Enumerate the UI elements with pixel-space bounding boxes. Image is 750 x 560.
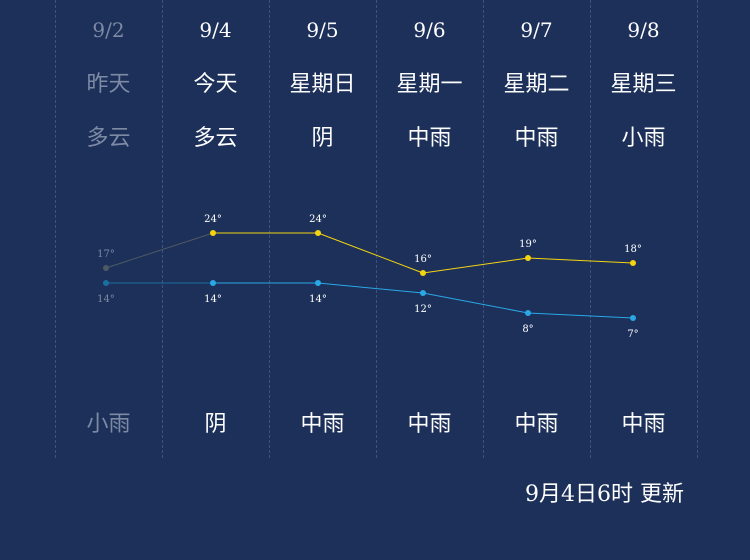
high-temp-label: 19°: [519, 239, 537, 250]
high-temp-label: 17°: [97, 249, 115, 260]
night-weather: 阴: [204, 412, 227, 437]
high-temp-point: [525, 255, 531, 261]
day-weather: 阴: [311, 126, 334, 151]
column-divider: [376, 0, 377, 458]
night-weather: 中雨: [300, 412, 345, 437]
high-temp-label: 18°: [624, 244, 642, 255]
low-temp-label: 14°: [97, 294, 115, 305]
high-temp-point: [315, 230, 321, 236]
day-weather: 多云: [86, 126, 131, 151]
low-temp-point: [315, 280, 321, 286]
day-date: 9/5: [306, 18, 339, 42]
day-weather: 中雨: [407, 126, 452, 151]
low-temp-label: 14°: [204, 294, 222, 305]
update-time: 9月4日6时 更新: [525, 482, 684, 507]
low-temp-label: 12°: [414, 304, 432, 315]
day-name: 昨天: [86, 72, 131, 97]
day-column: 9/6 星期一 中雨 中雨: [376, 0, 483, 458]
column-divider: [269, 0, 270, 458]
day-name: 星期二: [503, 72, 570, 97]
low-temp-label: 7°: [627, 329, 638, 340]
day-column: 9/4 今天多云阴: [162, 0, 269, 458]
day-column: 9/7 星期二 中雨 中雨: [483, 0, 590, 458]
night-weather: 中雨: [514, 412, 559, 437]
high-temp-line-segment: [422, 257, 529, 274]
day-column: 9/2 昨天多云小雨: [55, 0, 162, 458]
high-temp-point: [210, 230, 216, 236]
high-temp-line-segment: [105, 232, 214, 269]
low-temp-point: [210, 280, 216, 286]
day-date: 9/7: [520, 18, 553, 42]
day-weather: 多云: [193, 126, 238, 151]
column-divider: [483, 0, 484, 458]
low-temp-label: 14°: [309, 294, 327, 305]
day-weather: 中雨: [514, 126, 559, 151]
day-date: 9/6: [413, 18, 446, 42]
high-temp-line-segment: [527, 257, 634, 264]
day-name: 星期三: [610, 72, 677, 97]
day-date: 9/8: [627, 18, 660, 42]
low-temp-point: [630, 315, 636, 321]
column-divider: [55, 0, 56, 458]
high-temp-line-segment: [317, 232, 424, 274]
high-temp-label: 24°: [204, 214, 222, 225]
high-temp-label: 24°: [309, 214, 327, 225]
day-name: 今天: [193, 72, 238, 97]
day-date: 9/4: [199, 18, 232, 42]
night-weather: 中雨: [407, 412, 452, 437]
column-divider: [162, 0, 163, 458]
low-temp-point: [103, 280, 109, 286]
night-weather: 中雨: [621, 412, 666, 437]
day-column: 9/8 星期三小雨中雨: [590, 0, 697, 458]
low-temp-label: 8°: [522, 324, 533, 335]
low-temp-point: [420, 290, 426, 296]
high-temp-point: [103, 265, 109, 271]
night-weather: 小雨: [86, 412, 131, 437]
high-temp-point: [630, 260, 636, 266]
day-name: 星期日: [289, 72, 356, 97]
day-column: 9/5 星期日阴中雨: [269, 0, 376, 458]
low-temp-line-segment: [422, 292, 529, 314]
high-temp-label: 16°: [414, 254, 432, 265]
day-date: 9/2: [92, 18, 125, 42]
column-divider: [590, 0, 591, 458]
day-name: 星期一: [396, 72, 463, 97]
column-divider: [697, 0, 698, 458]
low-temp-line-segment: [527, 312, 634, 319]
day-weather: 小雨: [621, 126, 666, 151]
low-temp-line-segment: [317, 282, 424, 294]
high-temp-point: [420, 270, 426, 276]
low-temp-point: [525, 310, 531, 316]
